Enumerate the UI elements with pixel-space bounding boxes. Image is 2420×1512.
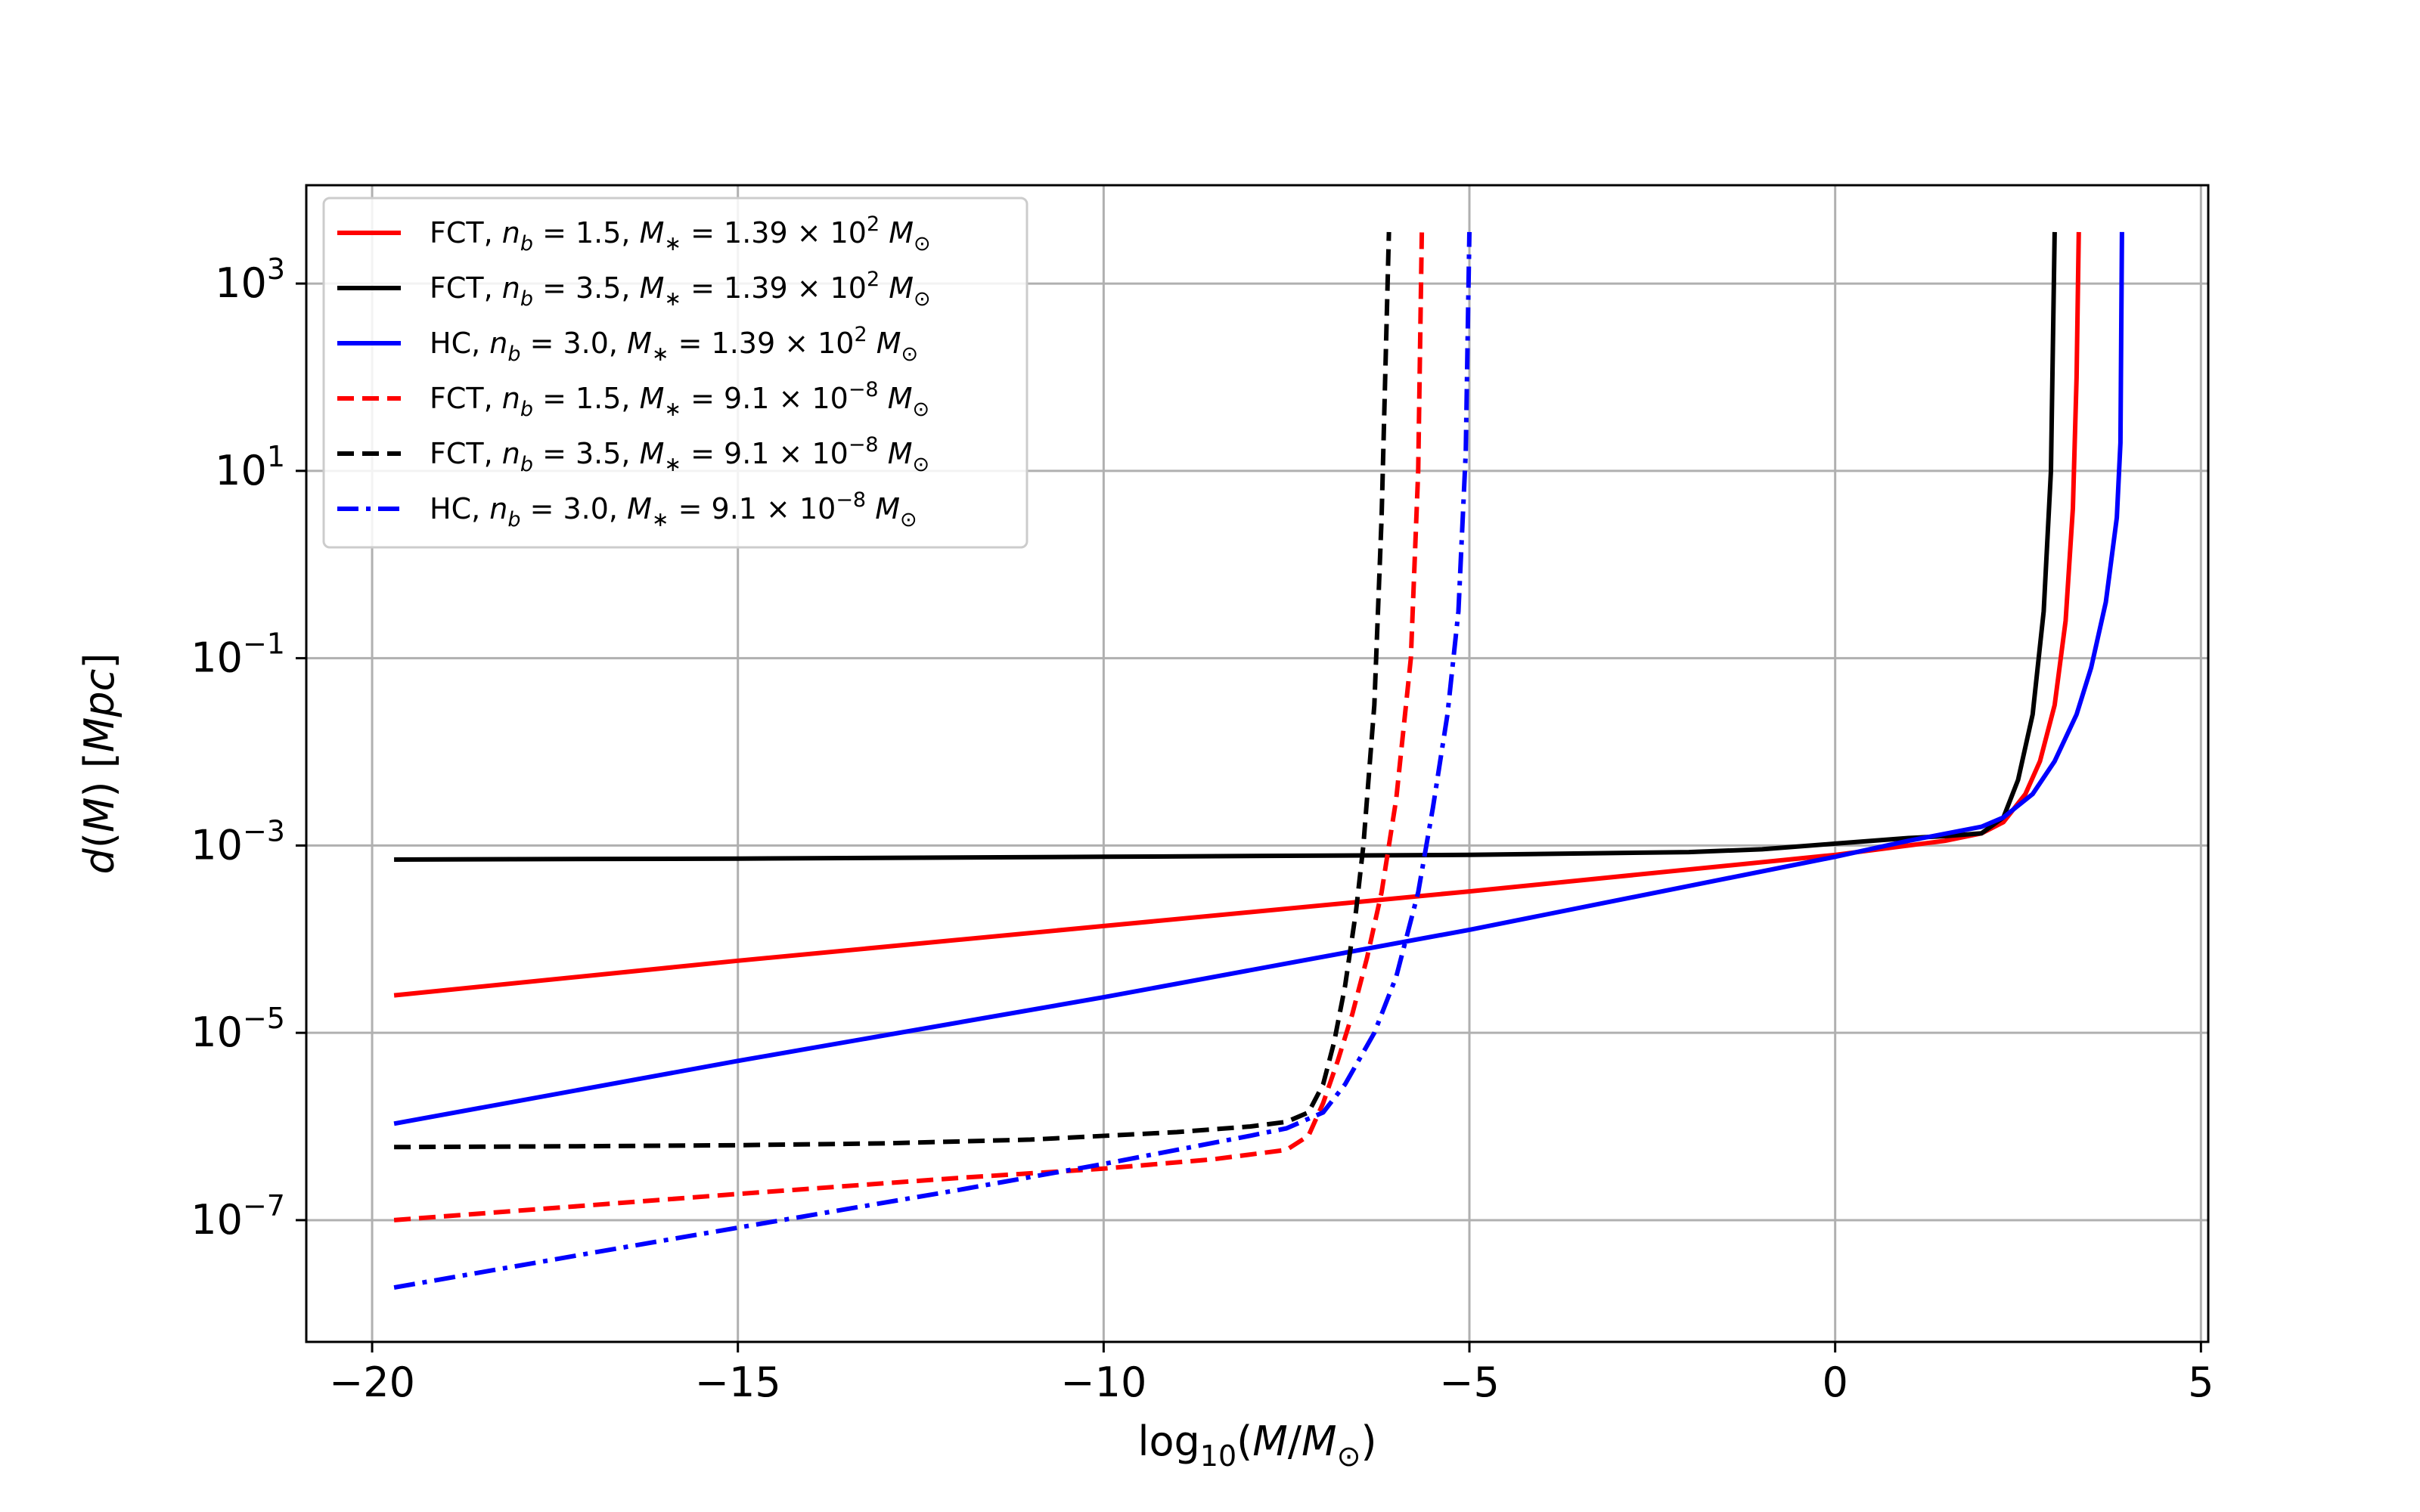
legend-entry: FCT, nb = 3.5, M∗ = 9.1 × 10−8 M⊙ (430, 433, 929, 476)
x-tick-label: 5 (2188, 1359, 2214, 1406)
y-tick-label: 10−3 (191, 814, 285, 869)
y-tick-label: 10−5 (191, 1002, 285, 1056)
y-tick-label: 10−7 (191, 1189, 285, 1244)
y-tick-label: 10−1 (191, 627, 285, 682)
legend: FCT, nb = 1.5, M∗ = 1.39 × 102 M⊙ FCT, nb… (322, 197, 1028, 549)
y-axis-label: d(M) [Mpc] (76, 653, 123, 875)
x-tick-label: −10 (1060, 1359, 1146, 1406)
legend-entry: FCT, nb = 1.5, M∗ = 9.1 × 10−8 M⊙ (430, 378, 929, 421)
x-tick-label: −5 (1439, 1359, 1500, 1406)
series-line-4 (393, 231, 1425, 1222)
series-line-5 (394, 231, 1392, 1150)
axis-ticks: −20 −15 −10 −5 0 5 103 101 10−1 10−3 10−5 10−7 (191, 253, 2214, 1406)
legend-entry: FCT, nb = 1.5, M∗ = 1.39 × 102 M⊙ (430, 212, 931, 256)
x-tick-label: −15 (695, 1359, 781, 1406)
series-line-6 (393, 231, 1472, 1290)
series-line-3 (393, 231, 2124, 1126)
y-tick-label: 103 (215, 253, 285, 307)
x-axis-label: log10(M/M⊙) (1137, 1418, 1376, 1473)
x-tick-label: 0 (1822, 1359, 1848, 1406)
plot-lines (393, 231, 2124, 1290)
legend-entry: FCT, nb = 3.5, M∗ = 1.39 × 102 M⊙ (430, 268, 931, 311)
legend-entry: HC, nb = 3.0, M∗ = 9.1 × 10−8 M⊙ (430, 488, 917, 531)
plot-frame (305, 184, 2210, 1343)
legend-box (322, 197, 1028, 549)
y-tick-label: 101 (215, 440, 285, 494)
legend-entry: HC, nb = 3.0, M∗ = 1.39 × 102 M⊙ (430, 323, 918, 366)
x-tick-label: −20 (329, 1359, 415, 1406)
